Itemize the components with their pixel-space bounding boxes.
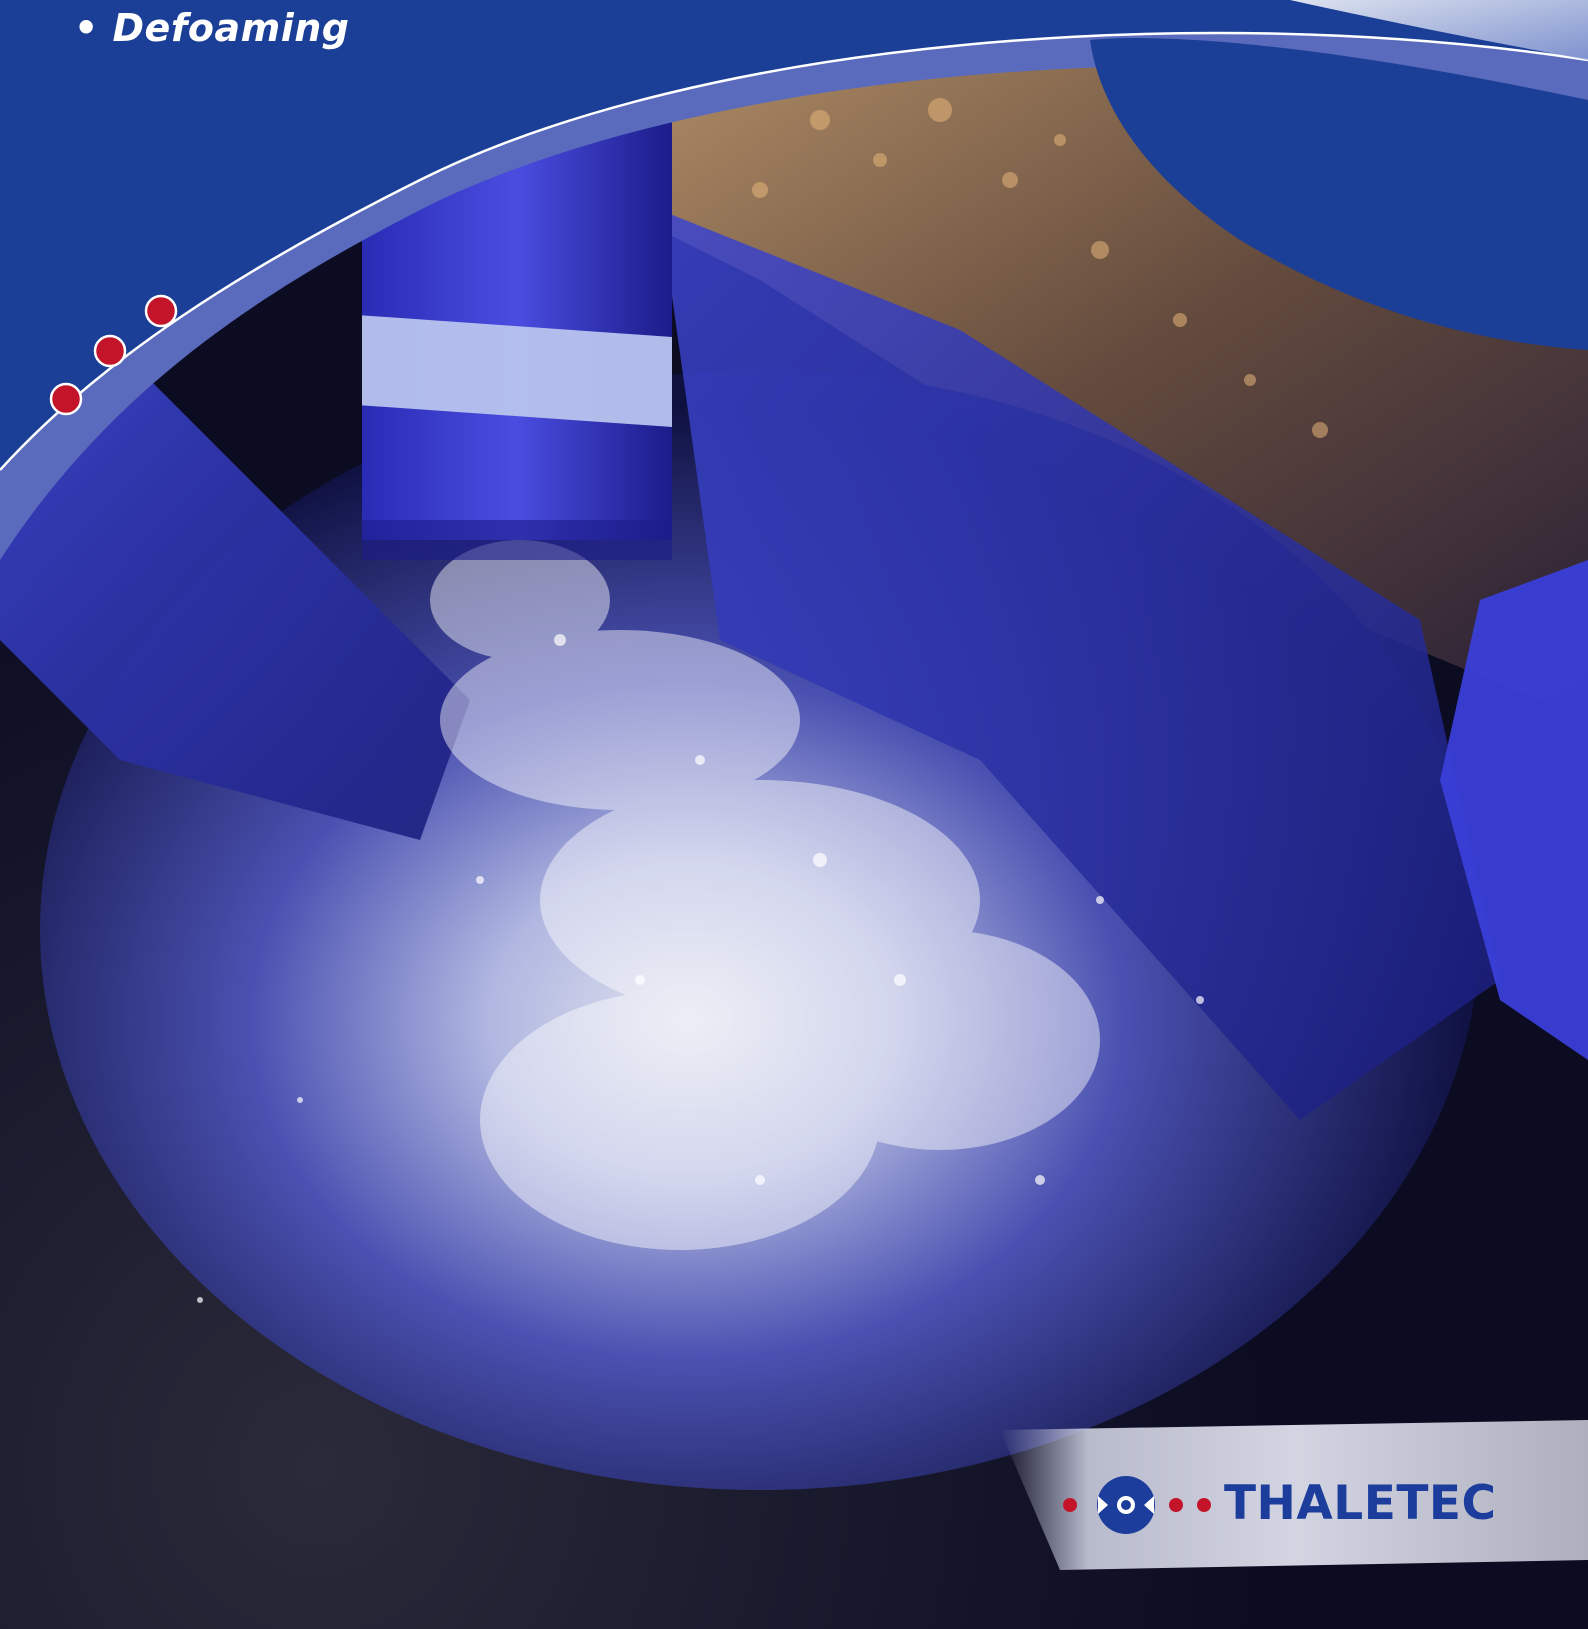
thaletec-logo: THALETEC: [1058, 1468, 1498, 1540]
decorative-dot-2: [93, 334, 127, 368]
decorative-dot-3: [49, 382, 83, 416]
brand-name: THALETEC: [1224, 1476, 1497, 1531]
decorative-dot-1: [144, 294, 178, 328]
thaletec-logo-icon: [1063, 1476, 1211, 1534]
bullet-item-defoaming: • Defoaming: [74, 6, 350, 50]
